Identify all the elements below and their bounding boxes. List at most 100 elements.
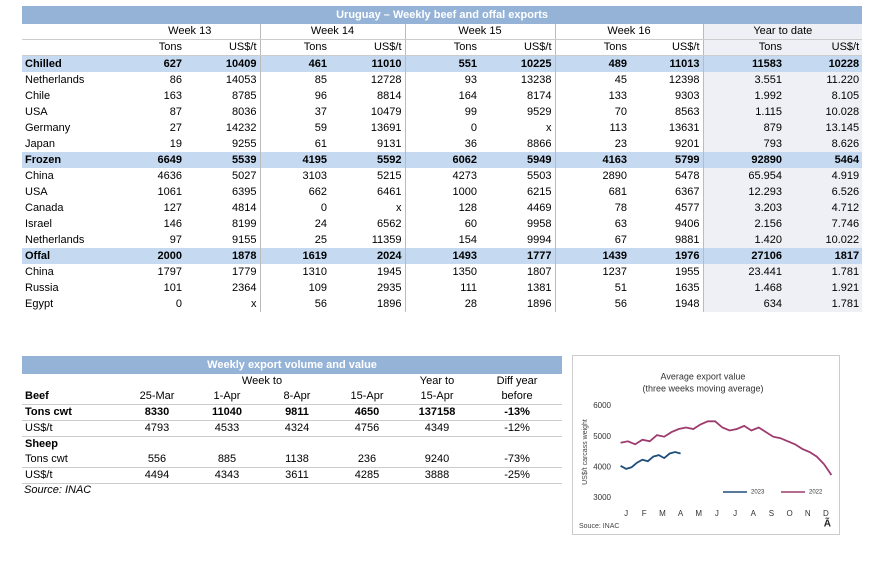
country-value: 1310 [302, 266, 327, 278]
country-value: 12398 [630, 72, 704, 88]
country-value: 1896 [480, 296, 556, 312]
country-value: 4636 [157, 170, 182, 182]
country-value: 12.293 [703, 184, 785, 200]
country-value: 4814 [185, 200, 261, 216]
country-value: 9155 [185, 232, 261, 248]
country-value: 1.921 [785, 280, 863, 296]
volume-value-table: Weekly export volume and value Week to Yea… [22, 356, 563, 484]
country-value: 1000 [452, 186, 477, 198]
column-header: 25-Mar [122, 389, 192, 405]
section-total: 2024 [330, 248, 406, 264]
section-total: 5539 [185, 152, 261, 168]
section-total: 1878 [185, 248, 261, 264]
country-value: 1.420 [703, 232, 785, 248]
country-value: 56 [614, 298, 627, 310]
country-value: 4.712 [785, 200, 863, 216]
title-row: Weekly export volume and value [22, 356, 563, 374]
column-header: 15-Apr [402, 389, 472, 405]
title-row: Uruguay – Weekly beef and offal exports [22, 6, 863, 24]
x-tick-label: S [769, 509, 774, 518]
country-value: 1955 [630, 264, 704, 280]
section-total: 1777 [480, 248, 556, 264]
section-total: 11013 [630, 55, 704, 72]
country-value: 3.551 [703, 72, 785, 88]
country-value: 14232 [185, 120, 261, 136]
country-value: 109 [308, 282, 327, 294]
table-title: Uruguay – Weekly beef and offal exports [22, 6, 863, 24]
country-value: 11.220 [785, 72, 863, 88]
row-value: -25% [472, 467, 563, 484]
section-total: 5949 [480, 152, 556, 168]
country-row: Egypt 0 x 56 1896 28 1896 56 1948 634 1.781 [22, 296, 863, 312]
row-value: 556 [122, 452, 192, 468]
row-value: 4793 [122, 420, 192, 437]
unit-header-row: Tons US$/t Tons US$/t Tons US$/t Tons US$/t Tons… [22, 39, 863, 56]
section-total: 6062 [405, 152, 480, 168]
country-value: 133 [608, 90, 627, 102]
country-value: 8785 [185, 88, 261, 104]
country-value: 8174 [480, 88, 556, 104]
country-value: 128 [458, 202, 477, 214]
row-value: 3888 [402, 467, 472, 484]
country-value: 6562 [330, 216, 406, 232]
country-name: Germany [25, 122, 71, 134]
section-total: 627 [120, 55, 185, 72]
legend-label: 2023 [751, 490, 765, 496]
country-value: 3.203 [703, 200, 785, 216]
section-total: 5464 [785, 152, 863, 168]
row-value: 236 [332, 452, 402, 468]
country-value: 662 [308, 186, 327, 198]
country-row: Canada 127 4814 0 x 128 4469 78 4577 3.203 4.712 [22, 200, 863, 216]
country-value: 97 [169, 234, 182, 246]
section-total: 1619 [260, 248, 330, 264]
week-header: Week 13 [120, 24, 261, 40]
section-total: 4163 [555, 152, 630, 168]
data-row: US$/t 4793 4533 4324 4756 4349 -12% [22, 420, 563, 437]
x-tick-label: J [715, 509, 719, 518]
country-value: 113 [609, 122, 627, 134]
country-value: 27 [169, 122, 182, 134]
country-value: 93 [464, 74, 477, 86]
country-value: 36 [464, 138, 477, 150]
unit-header: US$/t [480, 39, 556, 56]
country-value: 37 [314, 106, 327, 118]
row-value: 4533 [192, 420, 262, 437]
country-value: 154 [458, 234, 477, 246]
x-tick-label: J [733, 509, 737, 518]
country-value: 9958 [480, 216, 556, 232]
country-name: USA [25, 186, 48, 198]
row-value: -13% [472, 404, 563, 421]
country-value: 8866 [480, 136, 556, 152]
column-header: 15-Apr [332, 389, 402, 405]
country-name: Japan [25, 138, 55, 150]
country-value: 1.468 [703, 280, 785, 296]
country-name: China [25, 266, 54, 278]
country-value: 8814 [330, 88, 406, 104]
country-value: 2935 [330, 280, 406, 296]
group-row: Sheep [22, 437, 562, 453]
country-name: China [25, 170, 54, 182]
row-label: US$/t [22, 420, 122, 437]
section-name: Offal [22, 248, 120, 264]
legend-label: 2022 [809, 490, 823, 496]
country-name: USA [25, 106, 48, 118]
country-value: 13631 [630, 120, 704, 136]
row-value: -12% [472, 420, 563, 437]
country-value: 164 [458, 90, 477, 102]
country-value: 2364 [185, 280, 261, 296]
table-title: Weekly export volume and value [22, 356, 563, 374]
country-value: 96 [314, 90, 327, 102]
section-total: 489 [555, 55, 630, 72]
row-label: US$/t [22, 467, 122, 484]
country-value: 163 [163, 90, 182, 102]
country-value: 1.115 [703, 104, 785, 120]
group-name: Sheep [25, 438, 59, 450]
week-to-header: Week to [241, 375, 283, 387]
country-value: 24 [314, 218, 327, 230]
unit-header: US$/t [630, 39, 704, 56]
y-tick-label: 3000 [593, 493, 611, 502]
section-total: 4195 [260, 152, 330, 168]
unit-header: US$/t [185, 39, 261, 56]
group-name: Beef [22, 389, 122, 405]
